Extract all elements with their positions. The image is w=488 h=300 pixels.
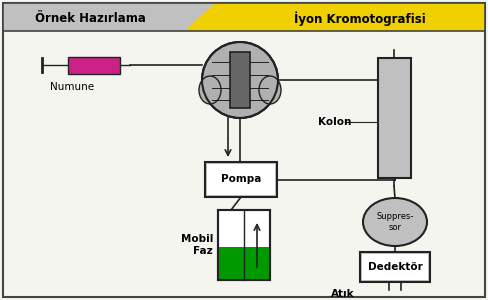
Polygon shape	[185, 3, 215, 31]
Bar	[378, 58, 411, 178]
Bar	[218, 210, 270, 280]
Bar	[207, 164, 275, 195]
Text: Atık: Atık	[331, 289, 355, 299]
Ellipse shape	[259, 76, 281, 104]
Bar	[68, 57, 120, 74]
Bar	[360, 252, 430, 282]
Text: Dedektör: Dedektör	[367, 262, 423, 272]
Text: İyon Kromotografisi: İyon Kromotografisi	[294, 12, 426, 26]
Text: Mobil: Mobil	[181, 234, 213, 244]
Polygon shape	[185, 3, 215, 31]
Text: Faz: Faz	[193, 246, 213, 256]
Bar	[362, 254, 428, 280]
Ellipse shape	[363, 198, 427, 246]
Text: Suppres-
sor: Suppres- sor	[376, 212, 414, 232]
Bar	[218, 210, 270, 280]
Text: Numune: Numune	[50, 82, 94, 92]
Bar	[3, 3, 188, 31]
Text: Atık: Atık	[233, 164, 257, 174]
Bar	[230, 52, 250, 108]
Circle shape	[202, 42, 278, 118]
Text: Örnek Hazırlama: Örnek Hazırlama	[35, 13, 145, 26]
Text: Kolon: Kolon	[318, 117, 351, 127]
Bar	[185, 3, 485, 31]
Bar	[218, 247, 270, 280]
Bar	[205, 162, 277, 197]
Text: Pompa: Pompa	[221, 175, 261, 184]
Ellipse shape	[199, 76, 221, 104]
